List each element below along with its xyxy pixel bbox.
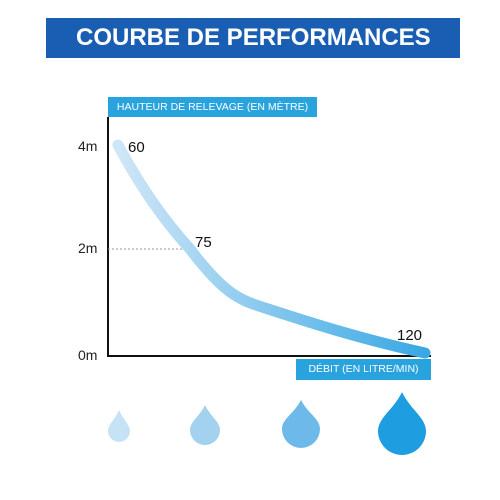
y-tick-label: 2m	[78, 240, 97, 256]
y-axis-label: HAUTEUR DE RELEVAGE (EN MÈTRE)	[108, 97, 317, 117]
water-drop-icon	[282, 400, 320, 448]
page-title: COURBE DE PERFORMANCES	[46, 18, 460, 58]
water-drop-icon	[190, 405, 220, 445]
point-label: 60	[128, 139, 145, 156]
performance-curve	[112, 139, 431, 359]
x-axis-label: DÉBIT (EN LITRE/MIN)	[296, 359, 431, 380]
water-drop-icon	[108, 410, 130, 442]
point-label: 75	[195, 234, 212, 251]
y-tick-label: 0m	[78, 347, 97, 363]
water-drop-icon	[378, 392, 426, 455]
y-tick-label: 4m	[78, 138, 97, 154]
point-label: 120	[397, 327, 422, 344]
